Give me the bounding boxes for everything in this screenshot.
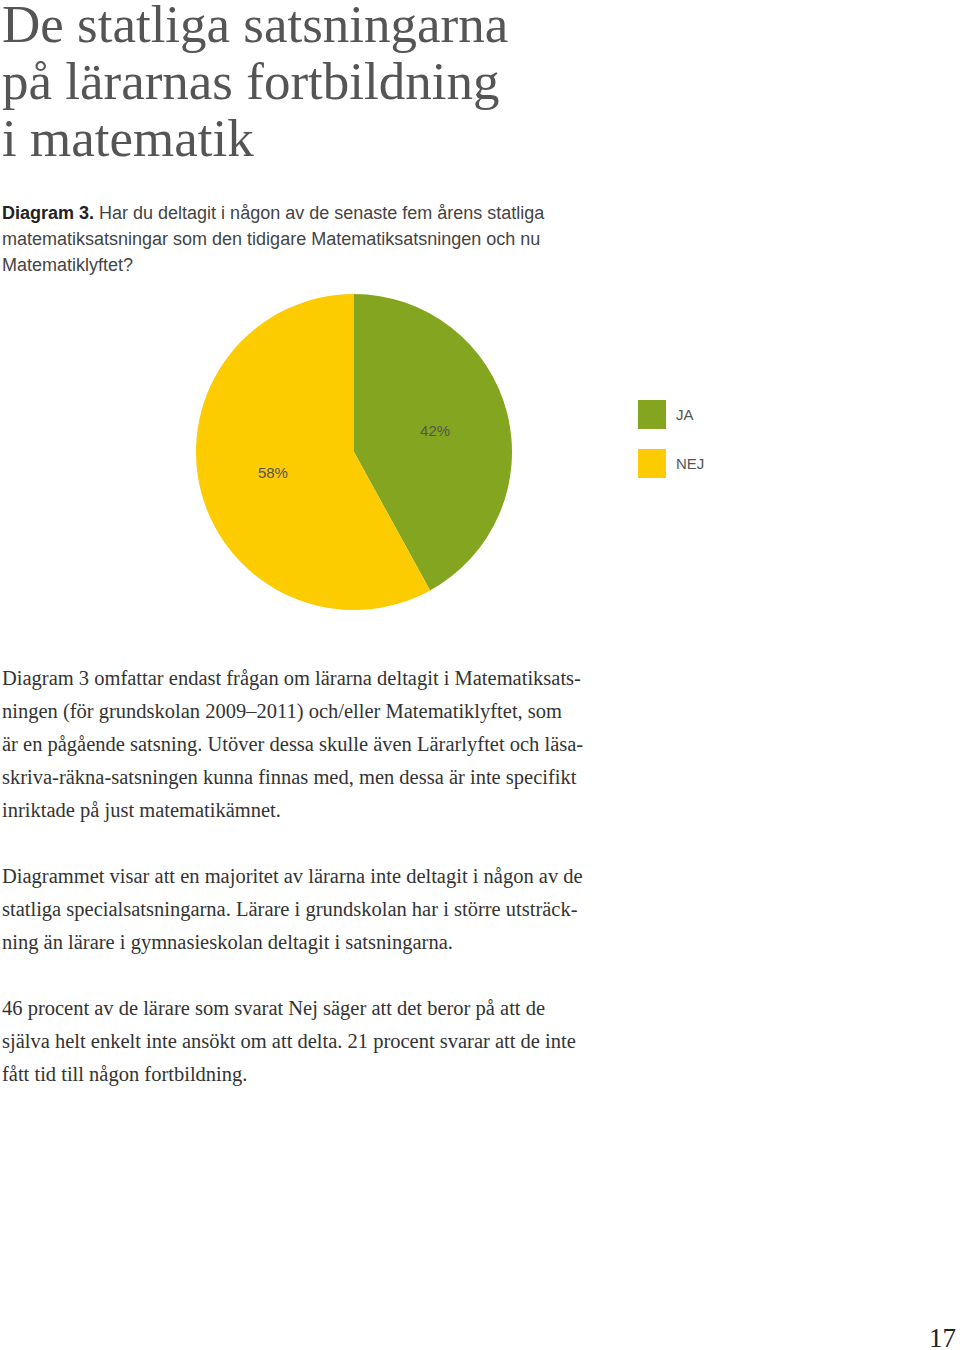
- legend-label: NEJ: [676, 455, 704, 472]
- pie: [196, 294, 512, 610]
- paragraph-line: fått tid till någon fortbildning.: [2, 1063, 247, 1086]
- legend-swatch: [638, 449, 666, 478]
- data-label: 42%: [420, 422, 450, 439]
- caption-line: Matematiklyftet?: [2, 255, 133, 275]
- paragraph-line: ning än lärare i gymnasieskolan deltagit…: [2, 931, 453, 954]
- figure-label: Diagram 3.: [2, 203, 94, 223]
- heading-line: De statliga satsningarna: [2, 0, 508, 53]
- legend-swatch: [638, 400, 666, 429]
- data-label: 58%: [258, 464, 288, 481]
- paragraph-line: inriktade på just matematikämnet.: [2, 799, 281, 822]
- caption-line: Diagram 3. Har du deltagit i någon av de…: [2, 203, 545, 223]
- heading-line: i matematik: [2, 109, 254, 167]
- paragraph-line: ningen (för grundskolan 2009–2011) och/e…: [2, 700, 562, 723]
- paragraph-line: Diagram 3 omfattar endast frågan om lära…: [2, 667, 581, 690]
- pie-slice: [196, 294, 430, 610]
- paragraph-line: statliga specialsatsningarna. Lärare i g…: [2, 898, 578, 921]
- legend-label: JA: [676, 406, 694, 423]
- heading-line: på lärarnas fortbildning: [2, 52, 499, 110]
- page-number: 17: [929, 1323, 956, 1350]
- heading: De statliga satsningarnapå lärarnas fort…: [2, 0, 508, 167]
- body-text: Diagram 3 omfattar endast frågan om lära…: [2, 667, 583, 1086]
- caption: Diagram 3. Har du deltagit i någon av de…: [2, 203, 545, 275]
- paragraph-line: själva helt enkelt inte ansökt om att de…: [2, 1030, 576, 1053]
- paragraph-line: skriva-räkna-satsningen kunna finnas med…: [2, 766, 577, 789]
- paragraph-line: Diagrammet visar att en majoritet av lär…: [2, 865, 583, 888]
- legend: JA NEJ: [638, 400, 704, 478]
- caption-line: matematiksatsningar som den tidigare Mat…: [2, 229, 540, 249]
- paragraph-line: är en pågående satsning. Utöver dessa sk…: [2, 733, 583, 756]
- page: De statliga satsningarnapå lärarnas fort…: [0, 0, 960, 1350]
- data-labels: 42% 58%: [258, 422, 450, 481]
- paragraph-line: 46 procent av de lärare som svarat Nej s…: [2, 997, 545, 1020]
- caption-text: Har du deltagit i någon av de senaste fe…: [94, 203, 545, 223]
